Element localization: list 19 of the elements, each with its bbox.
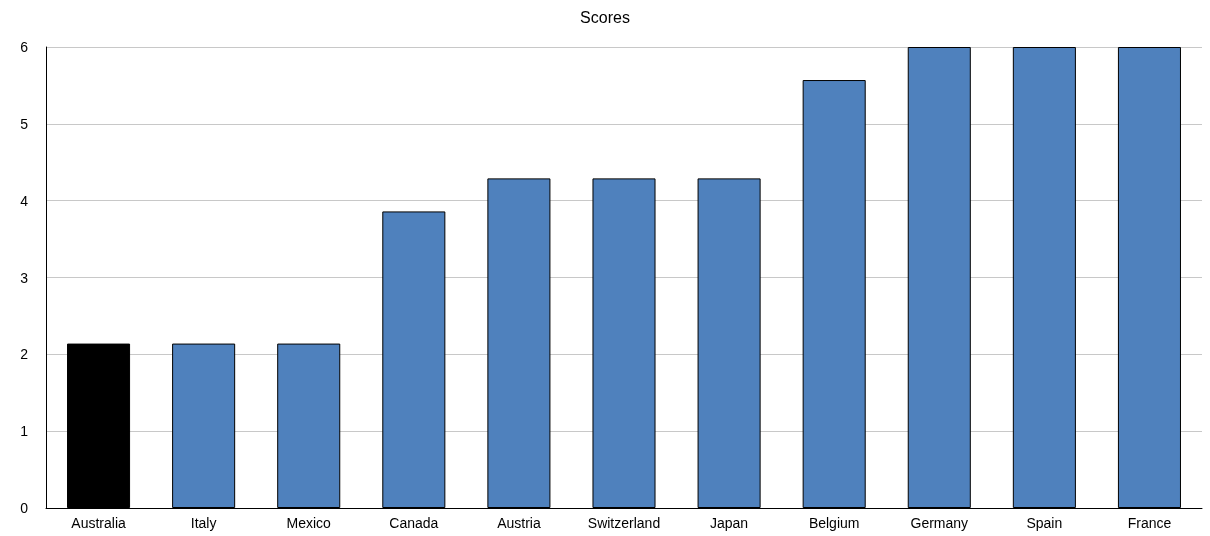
x-tick-label: Spain <box>1026 515 1063 531</box>
x-tick-label: Canada <box>389 515 439 531</box>
y-tick-label: 4 <box>20 192 29 209</box>
x-tick-label: France <box>1127 515 1172 531</box>
y-tick-label: 3 <box>20 269 29 286</box>
x-tick-label: Austria <box>497 515 541 531</box>
x-tick-label: Germany <box>910 515 969 531</box>
x-tick-label: Belgium <box>808 515 860 531</box>
chart-title: Scores <box>580 8 630 26</box>
x-tick-label: Switzerland <box>587 515 661 531</box>
y-tick-label: 6 <box>20 39 29 55</box>
y-tick-label: 2 <box>20 346 29 363</box>
x-tick-label: Mexico <box>286 515 332 531</box>
y-tick-label: 0 <box>20 500 29 516</box>
x-tick-label: Australia <box>71 515 126 531</box>
y-tick-label: 1 <box>20 423 29 440</box>
y-tick-label: 5 <box>20 115 29 132</box>
x-tick-label: Japan <box>710 515 749 531</box>
x-tick-label: Italy <box>190 515 217 531</box>
